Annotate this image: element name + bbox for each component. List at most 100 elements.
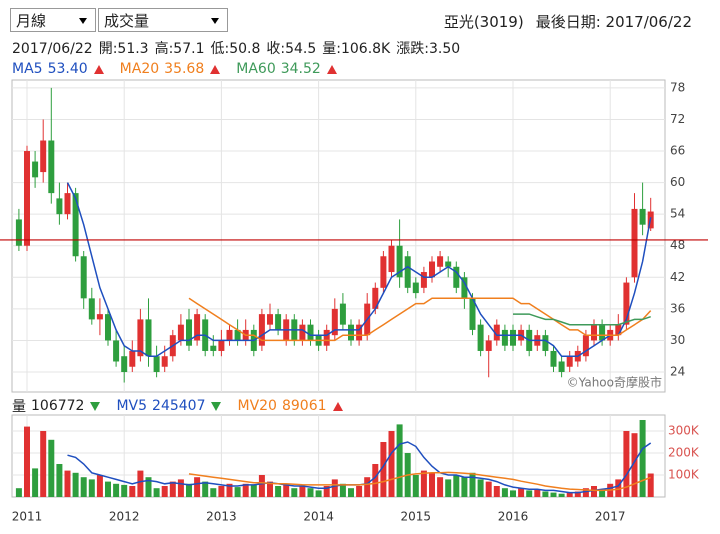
candle-body [639, 208, 646, 225]
legend-item: MV5 245407 [116, 398, 222, 414]
trend-icon [93, 64, 104, 74]
volume-frame [11, 414, 666, 498]
candle-body [15, 219, 22, 246]
volume-bar [153, 488, 160, 497]
volume-bar [437, 477, 444, 497]
y-tick-label: 24 [670, 365, 685, 379]
volume-bar [526, 490, 533, 497]
volume-bar [493, 485, 500, 497]
quote-item: 漲跌:3.50 [396, 41, 461, 57]
candle-body [493, 324, 500, 341]
volume-bar [412, 474, 419, 497]
candle-body [32, 161, 39, 178]
volume-bar [137, 470, 144, 497]
volume-bar [639, 419, 646, 497]
volume-bar [64, 470, 71, 497]
volume-bar [339, 483, 346, 497]
candle-body [315, 335, 322, 346]
candle-body [339, 303, 346, 325]
mv-line [67, 441, 652, 494]
candle-body [242, 329, 249, 341]
candle-body [372, 287, 379, 309]
candle-body [153, 356, 160, 373]
legend-item: MA60 34.52 [236, 61, 337, 77]
volume-bar [396, 424, 403, 497]
legend-item: MA5 53.40 [12, 61, 104, 77]
volume-bar [32, 468, 39, 497]
candle-body [599, 324, 606, 341]
volume-bar [542, 491, 549, 497]
volume-bar [615, 479, 622, 497]
volume-bar [518, 488, 525, 497]
quote-item: 開:51.3 [98, 41, 149, 57]
candle-body [129, 350, 136, 367]
volume-bar [299, 485, 306, 497]
ma-line [188, 297, 652, 342]
x-tick-label: 2014 [303, 510, 334, 524]
candle-body [412, 282, 419, 294]
volume-bar [364, 477, 371, 497]
volume-bar [534, 489, 541, 497]
legend-item: MA20 35.68 [120, 61, 221, 77]
legend-value: 35.68 [164, 61, 205, 77]
candle-body [234, 329, 241, 341]
volume-bar [234, 487, 241, 497]
quote-item: 收:54.5 [266, 41, 317, 57]
candle-body [169, 335, 176, 357]
candle-body [615, 324, 622, 336]
candle-body [510, 329, 516, 346]
legend-name: 量 [12, 399, 26, 415]
volume-bar [169, 481, 176, 497]
candle-body [534, 335, 541, 346]
y-tick-label: 100K [668, 467, 700, 481]
candle-body [445, 261, 452, 267]
candle-body [388, 245, 395, 273]
volume-bar [574, 491, 581, 497]
y-tick-label: 48 [670, 238, 685, 252]
volume-bar [356, 485, 363, 497]
candle-body [437, 256, 444, 267]
indicator-select[interactable]: 成交量 [98, 8, 228, 32]
y-tick-label: 36 [670, 301, 685, 315]
volume-bar [445, 479, 452, 497]
candle-body [267, 314, 273, 325]
volume-bar [420, 470, 427, 497]
volume-bar [242, 483, 249, 497]
quote-item: 低:50.8 [210, 41, 261, 57]
candle-body [80, 256, 87, 299]
stock-info: 亞光(3019) 最後日期: 2017/06/22 [444, 11, 692, 32]
candle-body [396, 245, 403, 278]
candle-body [72, 193, 79, 257]
volume-bar [307, 488, 314, 497]
y-tick-label: 72 [670, 112, 685, 126]
price-frame [11, 79, 666, 393]
volume-bar [558, 493, 565, 497]
candle-body [550, 350, 557, 367]
stock-name: 亞光(3019) [443, 13, 524, 31]
y-tick-label: 30 [670, 333, 685, 347]
y-tick-label: 66 [670, 144, 685, 158]
candle-body [566, 356, 573, 367]
candle-body [404, 256, 411, 288]
ma-legend: MA5 53.40 MA20 35.68 MA60 34.52 [12, 61, 353, 77]
volume-bar [186, 483, 192, 497]
candle-body [202, 319, 209, 351]
ma-line [513, 313, 651, 326]
volume-bar [380, 441, 387, 497]
volume-bar [372, 463, 379, 497]
candle-body [461, 277, 468, 299]
period-select[interactable]: 月線 [10, 8, 96, 32]
volume-bar [202, 481, 209, 497]
candle-body [558, 361, 565, 373]
y-tick-label: 300K [668, 423, 700, 437]
candle-body [477, 324, 484, 351]
candle-body [283, 319, 290, 341]
volume-bar [267, 481, 273, 497]
candle-body [623, 282, 630, 325]
candle-body [647, 211, 654, 229]
candle-body [258, 314, 265, 346]
volume-bar [24, 426, 30, 497]
candle-body [429, 261, 435, 278]
volume-bar [591, 485, 597, 497]
